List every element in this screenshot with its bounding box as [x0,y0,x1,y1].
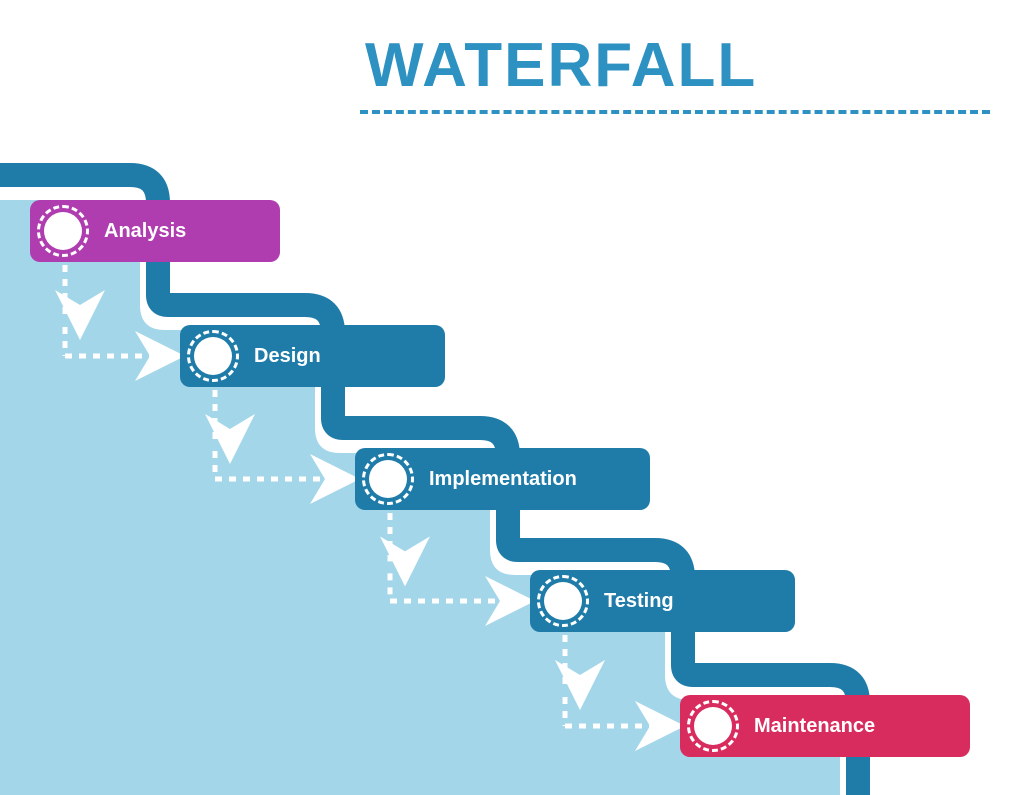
circle-ring-icon [187,330,239,382]
circle-icon [694,707,732,745]
circle-ring-icon [362,453,414,505]
step-implementation: Implementation [355,448,650,510]
step-maintenance: Maintenance [680,695,970,757]
title-underline [360,110,990,114]
step-testing: Testing [530,570,795,632]
circle-icon [44,212,82,250]
step-analysis: Analysis [30,200,280,262]
circle-ring-icon [687,700,739,752]
circle-ring-icon [537,575,589,627]
step-label: Implementation [429,468,577,491]
waterfall-svg [0,0,1024,795]
circle-icon [369,460,407,498]
circle-ring-icon [37,205,89,257]
circle-icon [194,337,232,375]
step-label: Maintenance [754,715,875,738]
page-title: WATERFALL [365,30,757,101]
circle-icon [544,582,582,620]
step-label: Design [254,345,321,368]
step-design: Design [180,325,445,387]
step-label: Testing [604,590,674,613]
step-label: Analysis [104,220,186,243]
